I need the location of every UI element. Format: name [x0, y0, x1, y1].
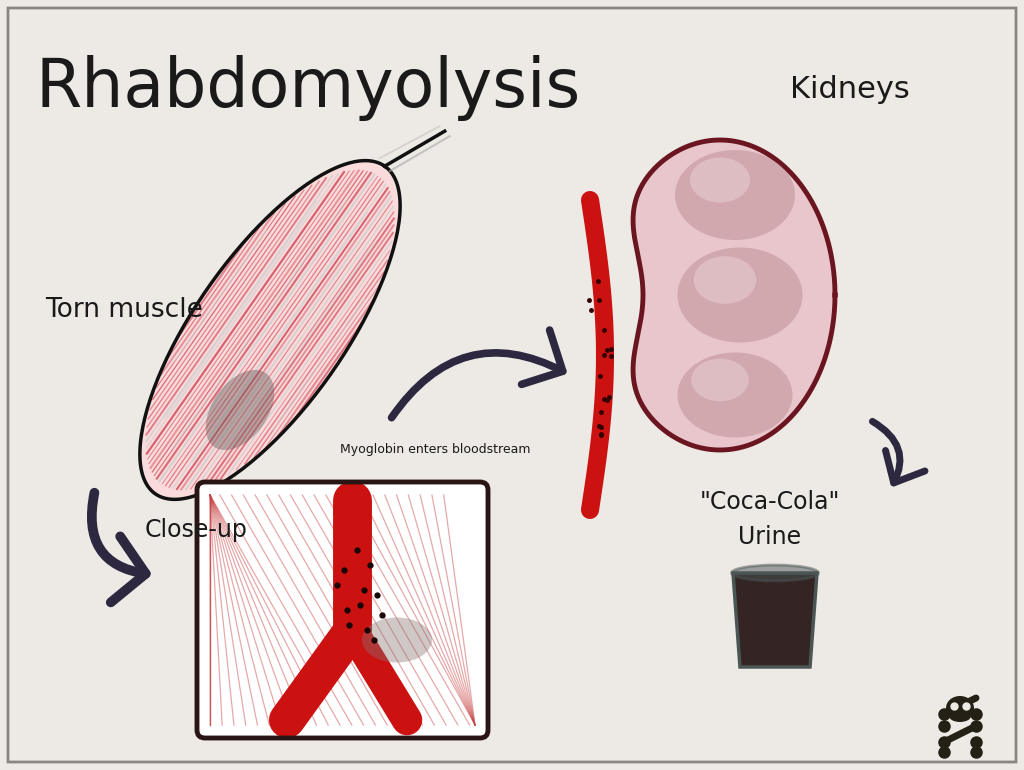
FancyArrowPatch shape [872, 421, 925, 483]
Text: Rhabdomyolysis: Rhabdomyolysis [35, 55, 581, 121]
Ellipse shape [949, 710, 971, 722]
Polygon shape [733, 573, 817, 667]
Ellipse shape [362, 618, 432, 662]
Polygon shape [633, 140, 835, 450]
Text: Urine: Urine [738, 525, 802, 549]
FancyArrowPatch shape [391, 330, 563, 417]
Text: Myoglobin enters bloodstream: Myoglobin enters bloodstream [340, 444, 530, 457]
FancyBboxPatch shape [197, 482, 488, 738]
FancyArrowPatch shape [92, 493, 145, 602]
Ellipse shape [690, 158, 750, 203]
Polygon shape [140, 161, 400, 500]
Ellipse shape [675, 150, 795, 240]
Ellipse shape [691, 359, 749, 401]
Ellipse shape [731, 565, 818, 581]
Ellipse shape [678, 247, 803, 343]
Ellipse shape [206, 370, 274, 450]
Text: "Coca-Cola": "Coca-Cola" [699, 490, 840, 514]
Text: Close-up: Close-up [145, 518, 248, 542]
Ellipse shape [946, 696, 974, 720]
Ellipse shape [693, 256, 757, 303]
Polygon shape [140, 161, 400, 500]
Text: Kidneys: Kidneys [790, 75, 909, 104]
Text: Torn muscle: Torn muscle [45, 297, 203, 323]
Ellipse shape [678, 353, 793, 437]
